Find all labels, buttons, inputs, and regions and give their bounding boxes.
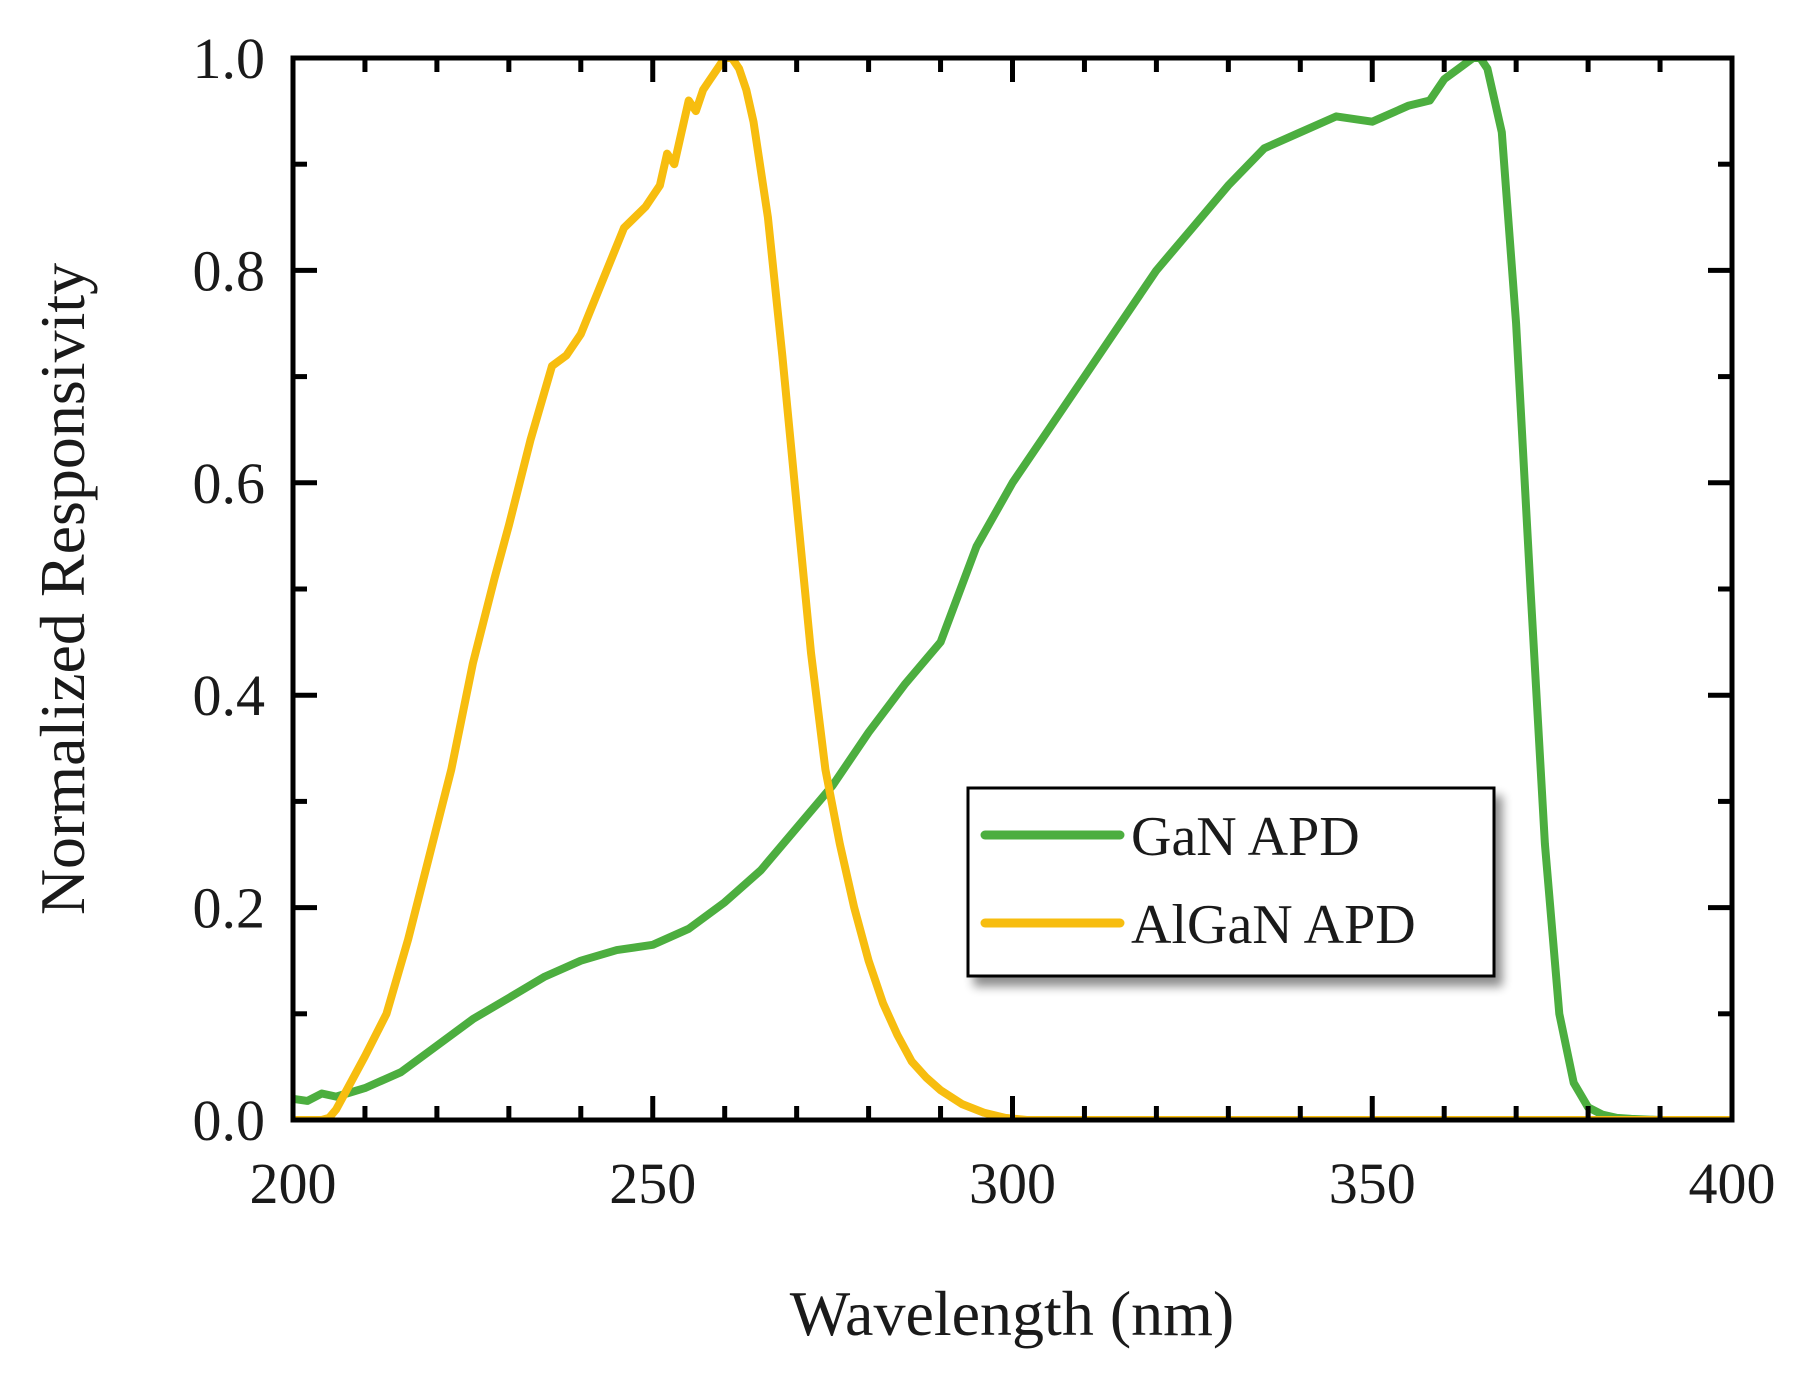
series-line-algan-apd [293,58,1732,1120]
y-tick-label: 0.2 [193,876,266,941]
y-axis-title: Normalized Responsivity [27,263,98,915]
y-tick-label: 0.8 [193,238,266,303]
legend-label-gan: GaN APD [1131,806,1360,868]
series-layer [293,58,1732,1120]
y-tick-label: 1.0 [193,26,266,91]
x-axis-title: Wavelength (nm) [790,1278,1234,1349]
y-tick-label: 0.0 [193,1088,266,1153]
x-tick-label: 400 [1689,1151,1776,1216]
x-tick-label: 300 [969,1151,1056,1216]
legend: GaN APD AlGaN APD [966,786,1496,978]
x-tick-label: 250 [609,1151,696,1216]
tick-labels-layer: 200 250 300 350 400 0.0 0.2 0.4 0.6 0.8 1.0 [193,26,1776,1216]
x-tick-label: 200 [250,1151,337,1216]
y-tick-label: 0.4 [193,663,266,728]
legend-label-algan: AlGaN APD [1131,894,1416,956]
legend-box [966,786,1496,978]
plot-frame [290,55,1735,1123]
x-tick-label: 350 [1329,1151,1416,1216]
y-tick-label: 0.6 [193,451,266,516]
series-line-gan-apd [293,58,1732,1120]
